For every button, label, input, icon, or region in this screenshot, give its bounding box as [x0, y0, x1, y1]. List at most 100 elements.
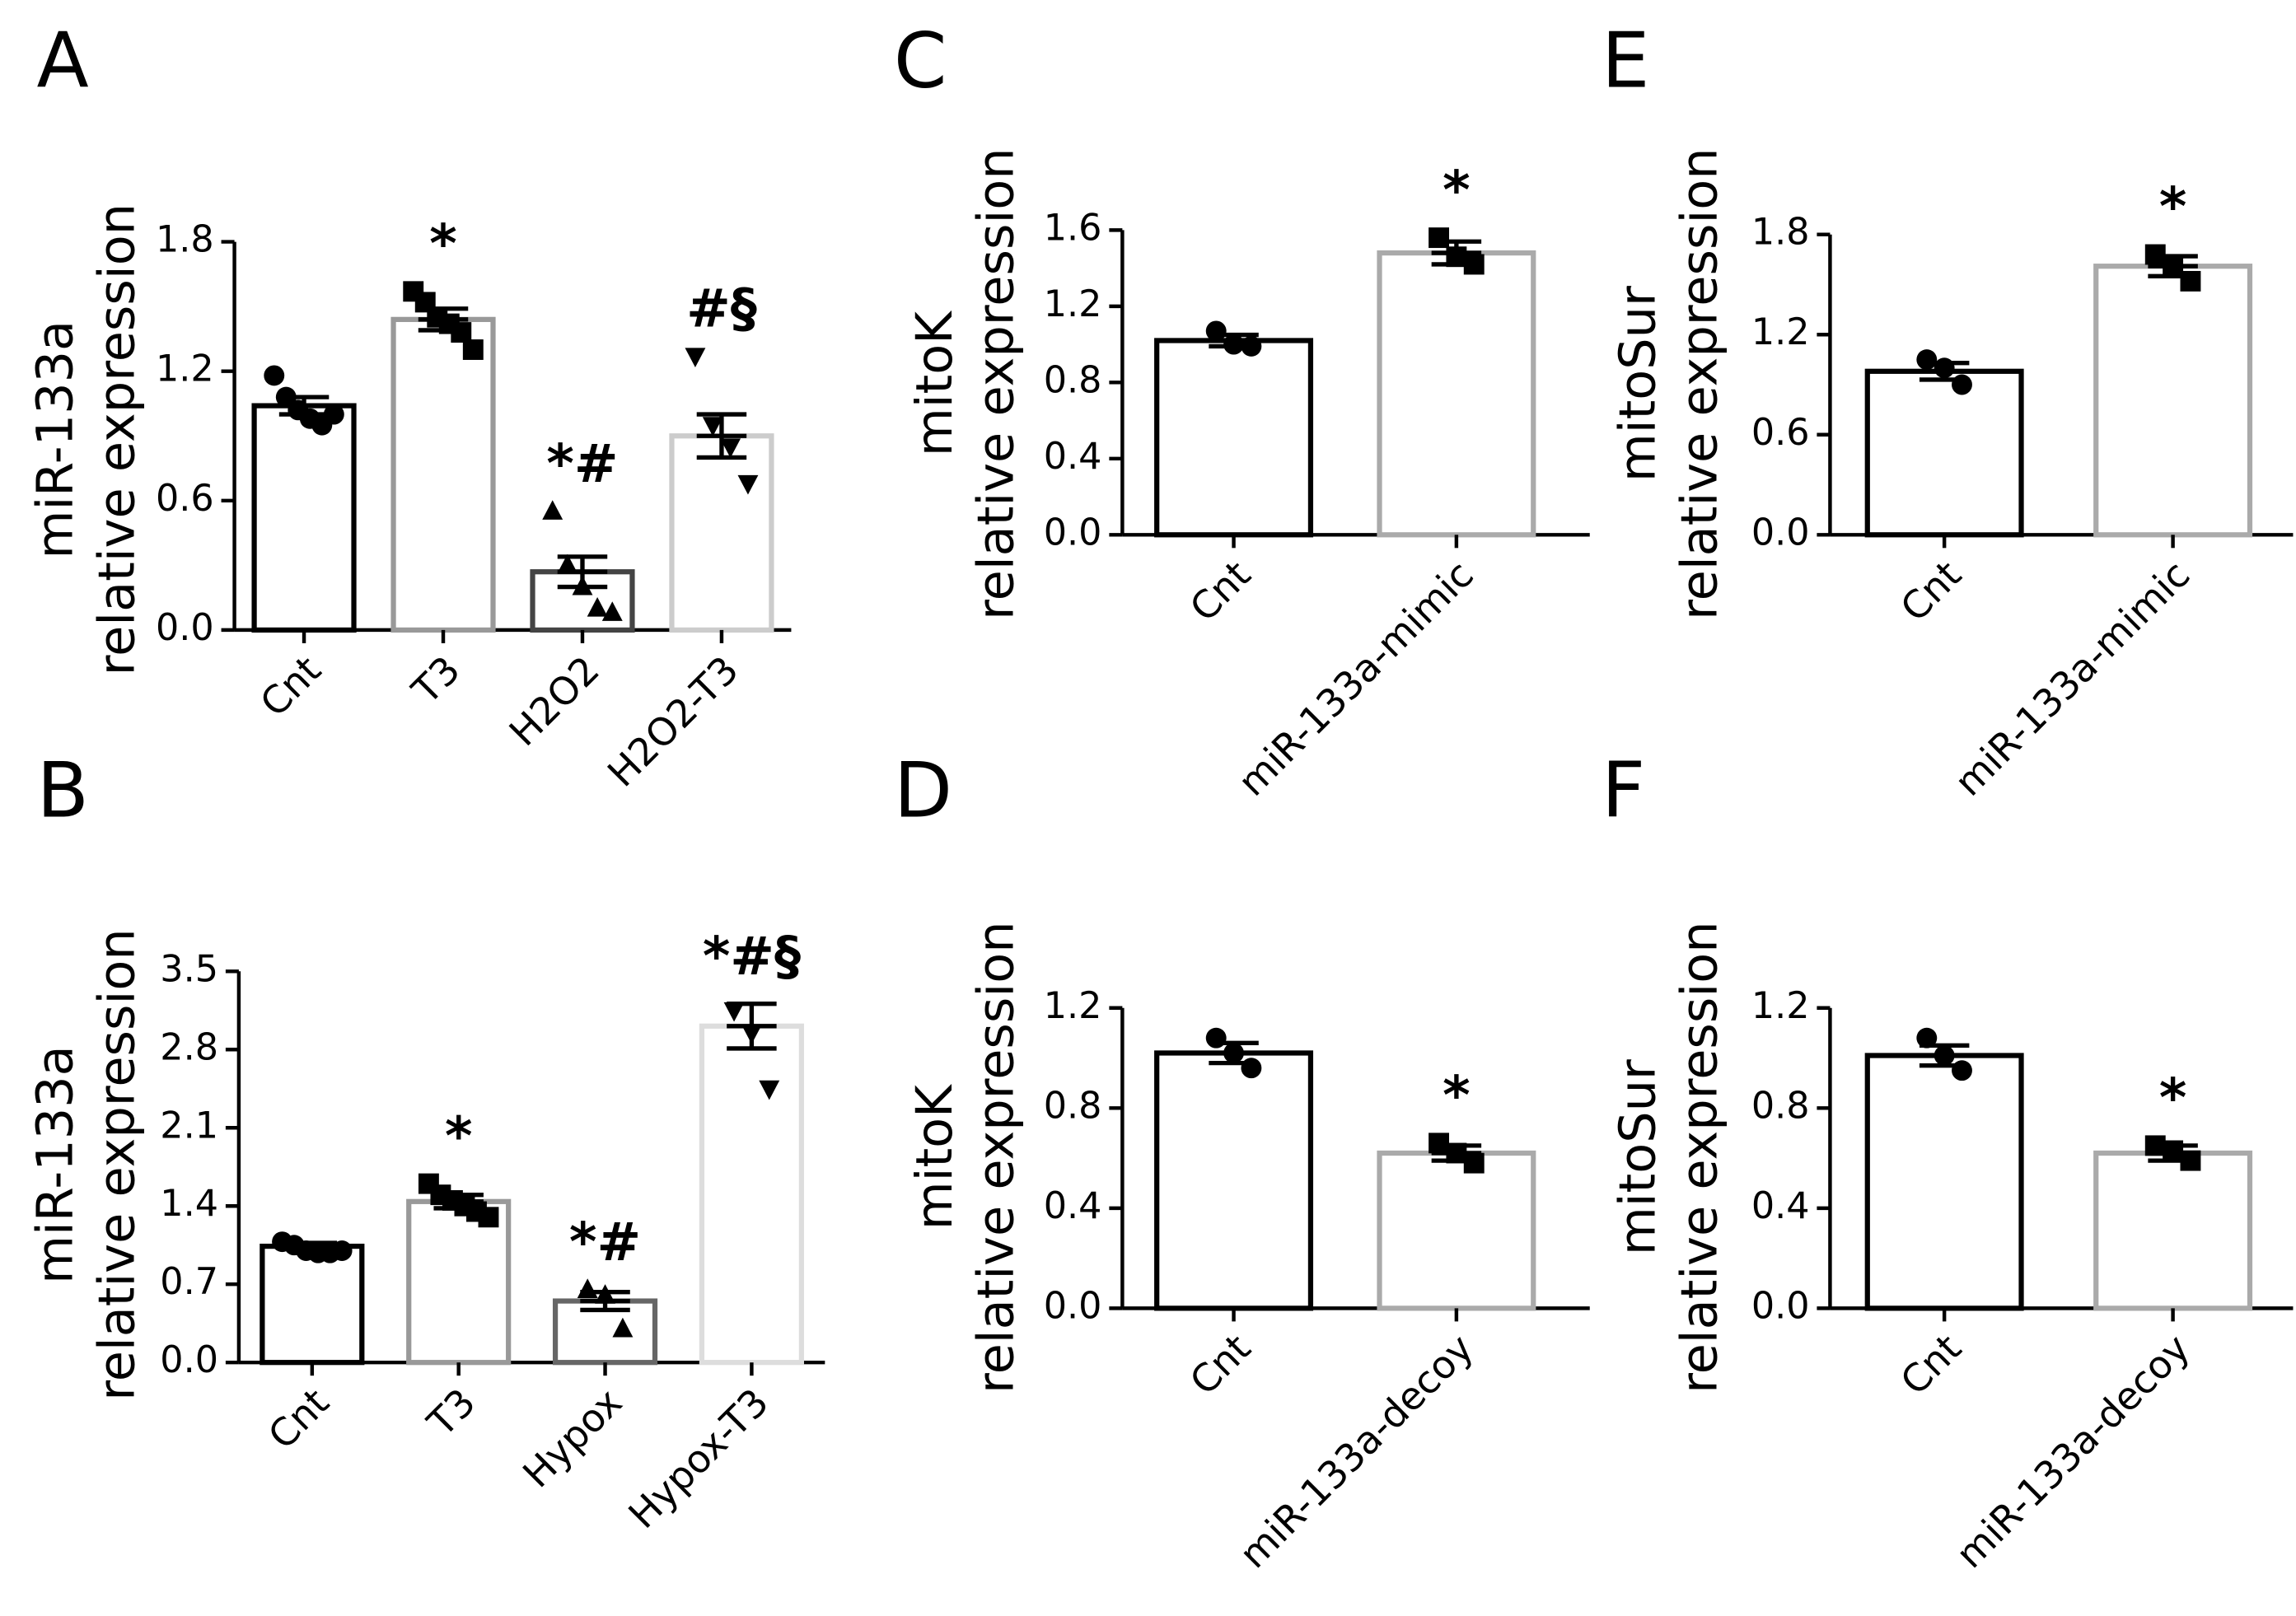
y-tick-label: 1.8 [156, 219, 214, 261]
error-bar [580, 1290, 630, 1313]
x-tick-label: Hypox [514, 1380, 630, 1496]
y-tick-label: 0.0 [160, 1339, 218, 1381]
x-tick-label: Cnt [1892, 552, 1970, 630]
panel-label: A [36, 16, 88, 105]
data-point [1916, 349, 1938, 371]
data-point [577, 1278, 598, 1298]
data-point [685, 348, 706, 368]
y-tick-label: 0.4 [1044, 1185, 1102, 1227]
y-tick-label: 1.2 [1751, 985, 1810, 1027]
y-tick-label: 1.6 [1044, 207, 1102, 249]
x-tick-label: miR-133a-decoy [1948, 1325, 2199, 1576]
bar [1377, 1150, 1536, 1311]
error-bar [287, 1240, 338, 1252]
bar [1154, 1050, 1314, 1311]
data-point [462, 339, 484, 360]
y-tick-label: 0.6 [1751, 412, 1810, 454]
error-bar [433, 1192, 484, 1211]
data-point [264, 365, 285, 386]
error-bar [1919, 360, 1970, 382]
y-tick-label: 0.4 [1044, 436, 1102, 478]
bar [2093, 264, 2253, 538]
panel-label: F [1602, 745, 1645, 834]
data-point [1463, 1152, 1485, 1174]
data-point [759, 1080, 780, 1100]
bar [1864, 1053, 2024, 1311]
x-tick-label: miR-133a-mimic [1946, 552, 2198, 804]
y-tick-label: 1.2 [1751, 311, 1810, 353]
annotation: *# [546, 434, 618, 495]
y-tick-label: 1.2 [1044, 283, 1102, 325]
y-axis-label: miR-133a [27, 1045, 85, 1284]
y-tick-label: 0.0 [156, 607, 214, 649]
y-axis-label: relative expression [968, 921, 1026, 1393]
x-tick-label: H2O2 [501, 647, 608, 754]
data-point [737, 474, 759, 495]
y-axis-label: relative expression [88, 203, 146, 675]
data-point [601, 601, 623, 621]
y-tick-label: 0.0 [1044, 511, 1102, 553]
y-tick-label: 0.4 [1751, 1185, 1810, 1227]
x-tick-label: T3 [419, 1380, 484, 1446]
data-point [557, 553, 578, 574]
y-tick-label: 0.0 [1751, 1285, 1810, 1327]
y-axis-label: mitoK [906, 311, 964, 456]
x-tick-label: Cnt [251, 647, 330, 726]
bar [260, 1243, 365, 1366]
annotation: * [445, 1106, 472, 1167]
y-tick-label: 1.2 [1044, 985, 1102, 1027]
data-point [1205, 320, 1227, 342]
x-tick-label: Cnt [1181, 1325, 1260, 1403]
y-tick-label: 1.2 [156, 348, 214, 390]
x-tick-label: Cnt [1181, 552, 1260, 630]
x-tick-label: miR-133a-decoy [1231, 1325, 1482, 1576]
y-tick-label: 2.8 [160, 1026, 218, 1068]
annotation: * [2159, 1068, 2186, 1129]
data-point [323, 404, 344, 425]
x-tick-label: miR-133a-mimic [1229, 552, 1481, 804]
bar [390, 316, 496, 633]
bar [2093, 1150, 2253, 1311]
error-bar [727, 1001, 777, 1051]
error-bar [418, 306, 469, 333]
panel-label: C [894, 16, 947, 105]
error-bar [1919, 1043, 1970, 1068]
x-tick-label: H2O2-T3 [599, 647, 747, 796]
bar [1154, 338, 1314, 538]
error-bar [2148, 1143, 2198, 1163]
error-bar [1431, 1143, 1482, 1163]
error-bar [696, 412, 747, 460]
y-axis-label: mitoSur [1610, 1059, 1667, 1255]
error-bar [2148, 254, 2198, 279]
data-point [1916, 1027, 1938, 1049]
error-bar [557, 554, 608, 590]
x-tick-label: Hypox-T3 [620, 1380, 777, 1537]
annotation: * [429, 214, 456, 275]
y-tick-label: 0.8 [1044, 1085, 1102, 1127]
bar [1377, 250, 1536, 538]
y-tick-label: 0.7 [160, 1261, 218, 1303]
error-bar [1209, 332, 1259, 349]
annotation: #§ [686, 279, 757, 340]
bar [669, 433, 774, 633]
data-point [1429, 227, 1449, 249]
y-tick-label: 0.8 [1044, 359, 1102, 401]
data-point [1429, 1133, 1449, 1154]
y-tick-label: 0.8 [1751, 1085, 1810, 1127]
data-point [542, 500, 563, 520]
y-tick-label: 1.4 [160, 1183, 218, 1225]
y-axis-label: relative expression [1671, 147, 1728, 619]
bar [1864, 368, 2024, 538]
panel-label: D [894, 745, 952, 834]
y-tick-label: 0.6 [156, 478, 214, 520]
data-point [612, 1317, 634, 1338]
y-axis-label: relative expression [1671, 921, 1728, 1393]
y-axis-label: mitoSur [1610, 286, 1667, 482]
annotation: *# [569, 1212, 641, 1273]
y-axis-label: mitoK [906, 1084, 964, 1230]
y-axis-label: miR-133a [27, 320, 85, 559]
annotation: * [2159, 177, 2186, 238]
annotation: *#§ [703, 927, 801, 988]
annotation: * [1443, 1066, 1470, 1127]
y-tick-label: 3.5 [160, 948, 218, 990]
